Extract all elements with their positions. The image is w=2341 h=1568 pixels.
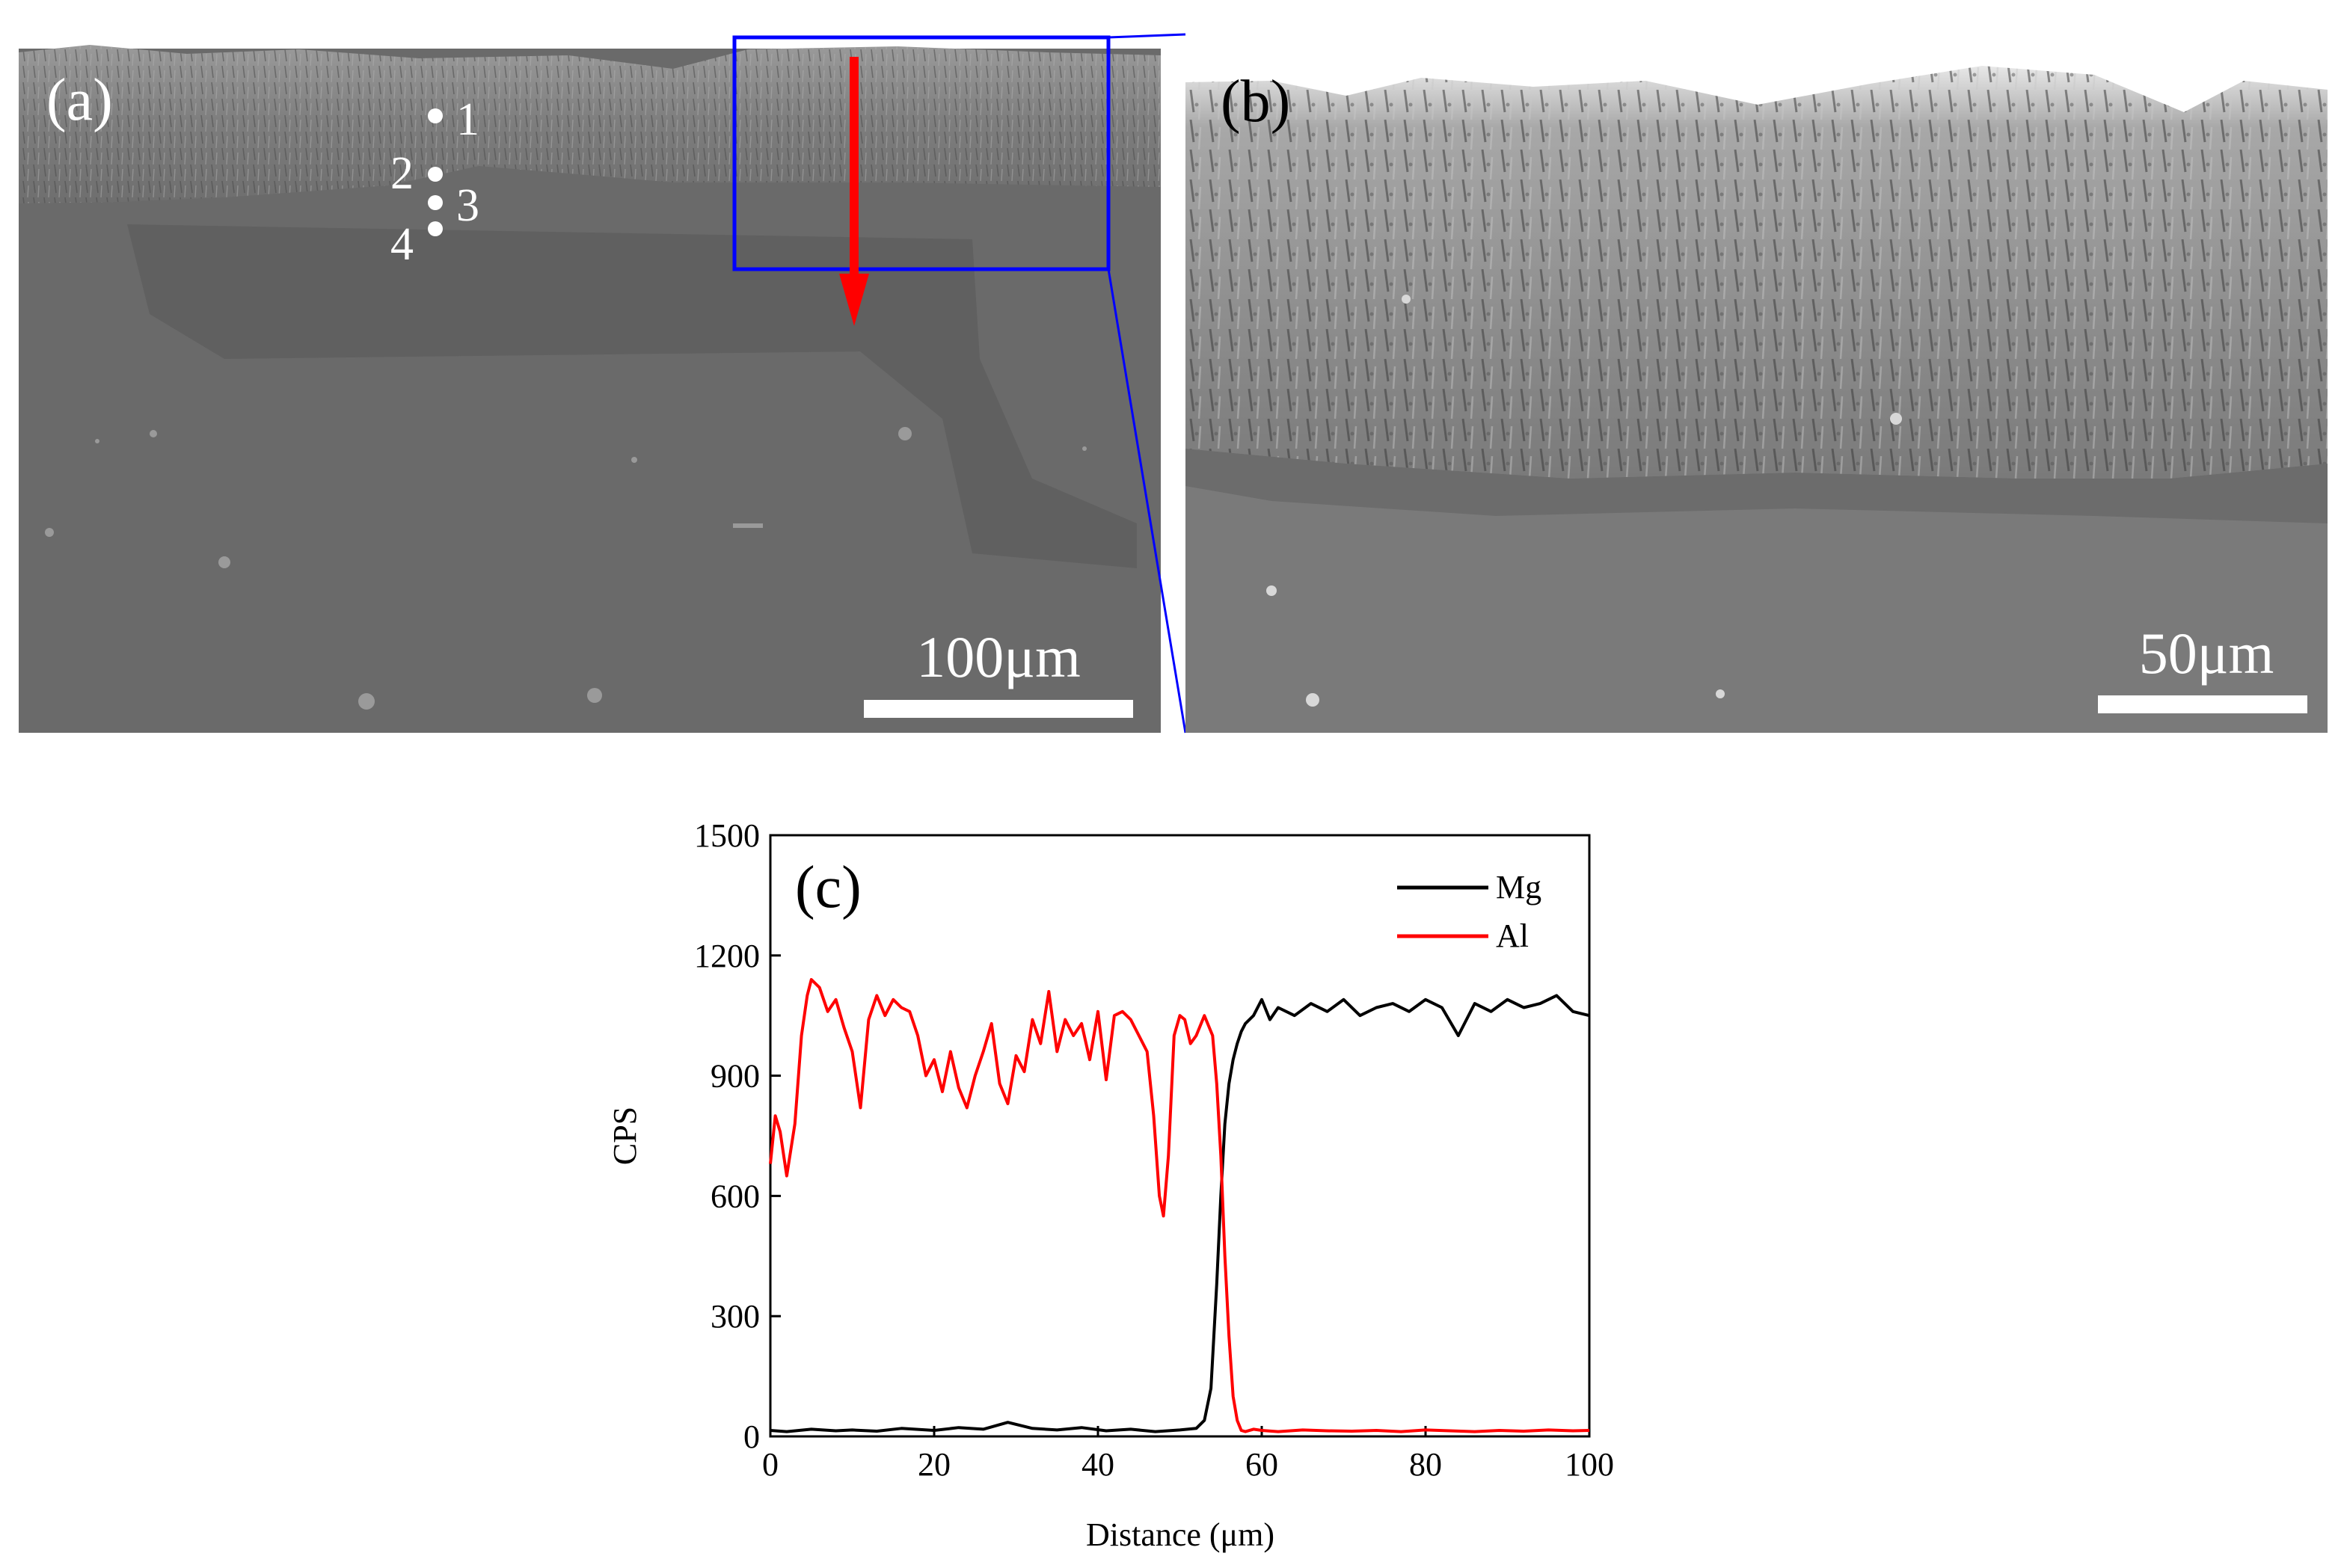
point-marker-4 [428, 221, 443, 236]
panel-a-specks [45, 427, 1087, 710]
zoom-connector-bottom [1107, 268, 1187, 734]
panel-a-label: (a) [46, 67, 113, 133]
point-marker-3 [428, 195, 443, 210]
x-axis-ticks: 0 20 40 60 80 100 [762, 1426, 1614, 1483]
x-tick-label: 80 [1409, 1446, 1442, 1483]
scale-bar-b-label: 50μm [2139, 621, 2274, 686]
zoom-connector-top [1108, 33, 1186, 39]
y-tick-label: 900 [711, 1058, 760, 1095]
y-tick-label: 0 [743, 1418, 760, 1455]
panel-b-specks [1266, 295, 1902, 707]
panel-a-point-markers [428, 108, 443, 236]
x-tick-label: 0 [762, 1446, 779, 1483]
legend-label-al: Al [1496, 917, 1529, 954]
y-tick-label: 1500 [694, 817, 760, 854]
chart-panel-label: (c) [795, 855, 862, 920]
x-tick-label: 60 [1245, 1446, 1278, 1483]
y-tick-label: 300 [711, 1298, 760, 1335]
scale-bar-a [864, 700, 1133, 718]
line-scan-arrow-head [839, 274, 869, 326]
scale-bar-a-label: 100μm [916, 624, 1081, 689]
panel-a-coating-texture [19, 45, 1161, 203]
x-tick-label: 40 [1081, 1446, 1114, 1483]
legend: Mg Al [1397, 869, 1541, 954]
point-label-2: 2 [390, 148, 414, 199]
panel-a: 1 2 3 4 (a) 100μm [19, 35, 1161, 733]
zoom-region-box [732, 35, 1111, 271]
y-axis-ticks: 0 300 600 900 1200 1500 [694, 817, 781, 1455]
panel-b-interface-band [1185, 449, 2328, 523]
series-layer [769, 978, 1590, 1433]
point-marker-1 [428, 108, 443, 123]
x-axis-label: Distance (μm) [1086, 1516, 1274, 1553]
series-line-al [769, 978, 1590, 1433]
panel-a-interdiffusion-zone [127, 224, 1137, 568]
legend-label-mg: Mg [1496, 869, 1541, 906]
y-axis-label: CPS [607, 1107, 643, 1165]
point-marker-2 [428, 167, 443, 182]
point-label-3: 3 [456, 180, 479, 231]
panel-b: (b) 50μm [1185, 66, 2328, 733]
point-label-1: 1 [456, 94, 479, 145]
panel-b-coating-texture [1185, 66, 2328, 479]
point-label-4: 4 [390, 219, 414, 270]
y-tick-label: 1200 [694, 938, 760, 974]
panel-b-label: (b) [1221, 69, 1290, 135]
y-tick-label: 600 [711, 1178, 760, 1214]
x-tick-label: 100 [1565, 1446, 1614, 1483]
x-tick-label: 20 [918, 1446, 951, 1483]
plot-frame [769, 834, 1591, 1438]
scale-bar-b [2098, 695, 2307, 713]
series-line-mg [770, 994, 1590, 1433]
